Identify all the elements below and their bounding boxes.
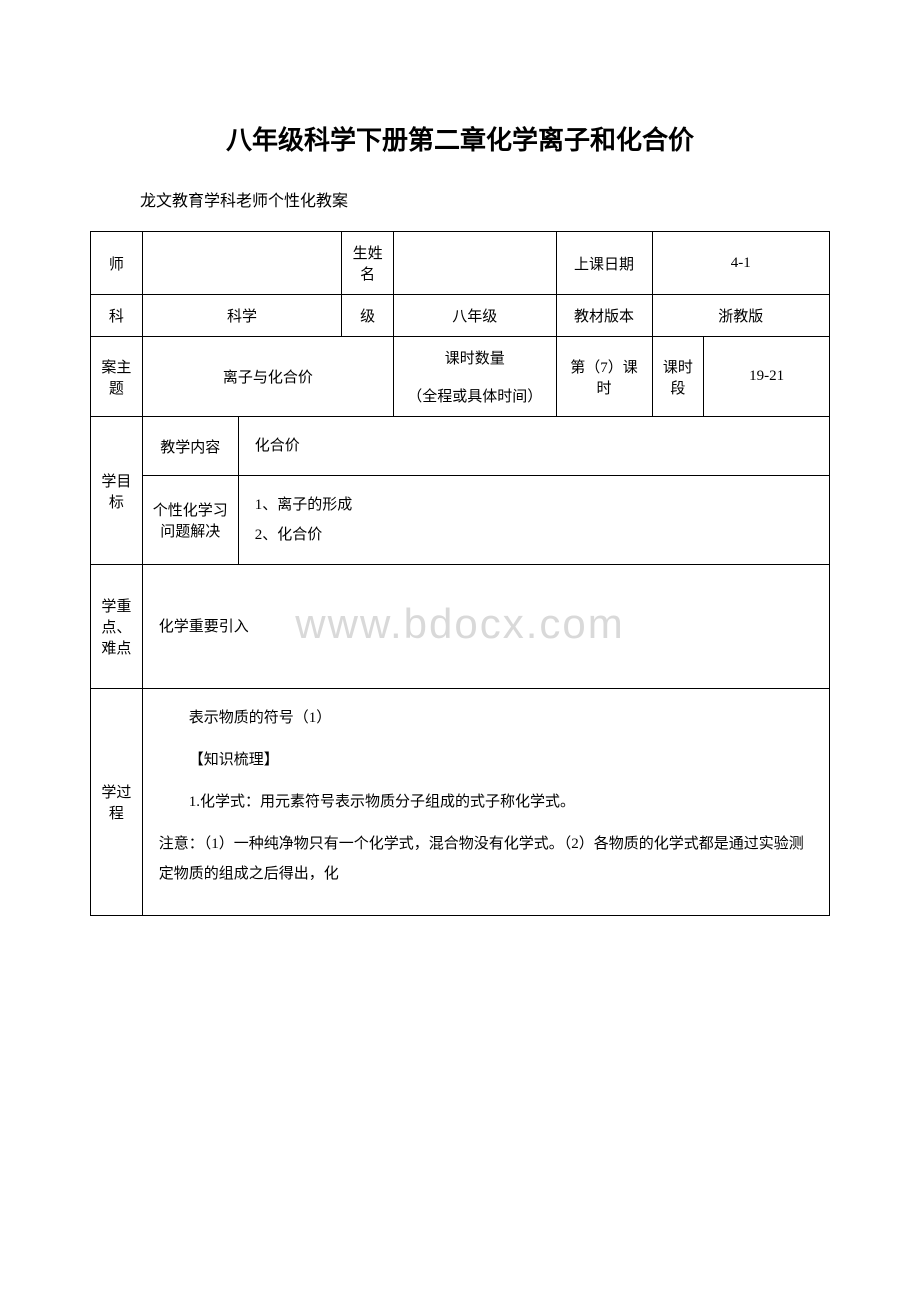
table-row: 个性化学习问题解决 1、离子的形成 2、化合价 [91,476,830,565]
cell-personal-problem-label: 个性化学习问题解决 [142,476,238,565]
cell-topic-label: 案主题 [91,337,143,417]
cell-keypoint-label: 学重点、难点 [91,565,143,689]
cell-keypoint-value: 化学重要引入 [142,565,829,689]
cell-period-segment-label: 课时段 [652,337,704,417]
cell-date-label: 上课日期 [556,232,652,295]
cell-personal-problem-value: 1、离子的形成 2、化合价 [238,476,829,565]
cell-student-label: 生姓名 [342,232,394,295]
cell-objective-label: 学目标 [91,417,143,565]
table-row: 学重点、难点 化学重要引入 [91,565,830,689]
cell-subject-value: 科学 [142,295,342,337]
cell-period-value: 第（7）课时 [556,337,652,417]
cell-process-value: 表示物质的符号（1） 【知识梳理】 1.化学式：用元素符号表示物质分子组成的式子… [142,689,829,916]
cell-teaching-content-value: 化合价 [238,417,829,476]
cell-topic-value: 离子与化合价 [142,337,393,417]
subtitle: 龙文教育学科老师个性化教案 [90,187,830,211]
process-p1: 1.化学式：用元素符号表示物质分子组成的式子称化学式。 [159,787,813,817]
cell-edition-value: 浙教版 [652,295,829,337]
table-row: 学过程 表示物质的符号（1） 【知识梳理】 1.化学式：用元素符号表示物质分子组… [91,689,830,916]
table-row: 学目标 教学内容 化合价 [91,417,830,476]
cell-teacher-value [142,232,342,295]
table-row: 科 科学 级 八年级 教材版本 浙教版 [91,295,830,337]
cell-grade-value: 八年级 [393,295,556,337]
table-row: 师 生姓名 上课日期 4-1 [91,232,830,295]
cell-student-value [393,232,556,295]
table-row: 案主题 离子与化合价 课时数量 （全程或具体时间） 第（7）课时 课时段 19-… [91,337,830,417]
cell-date-value: 4-1 [652,232,829,295]
process-heading2: 【知识梳理】 [159,745,813,775]
cell-teacher-label: 师 [91,232,143,295]
cell-subject-label: 科 [91,295,143,337]
lesson-plan-table: 师 生姓名 上课日期 4-1 科 科学 级 八年级 教材版本 浙教版 案主题 离… [90,231,830,916]
cell-teaching-content-label: 教学内容 [142,417,238,476]
cell-edition-label: 教材版本 [556,295,652,337]
cell-period-segment-value: 19-21 [704,337,830,417]
process-heading1: 表示物质的符号（1） [159,703,813,733]
process-p2: 注意：（1）一种纯净物只有一个化学式，混合物没有化学式。（2）各物质的化学式都是… [159,829,813,889]
cell-process-label: 学过程 [91,689,143,916]
page-title: 八年级科学下册第二章化学离子和化合价 [90,120,830,157]
cell-period-count-label: 课时数量 （全程或具体时间） [393,337,556,417]
cell-grade-label: 级 [342,295,394,337]
